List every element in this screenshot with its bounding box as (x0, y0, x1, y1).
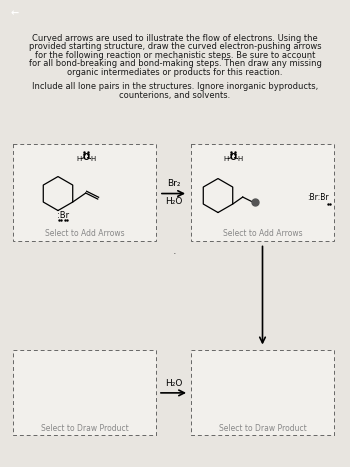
Text: ·: · (173, 249, 177, 260)
Text: organic intermediates or products for this reaction.: organic intermediates or products for th… (67, 68, 283, 77)
FancyBboxPatch shape (13, 350, 156, 435)
Text: O: O (83, 153, 90, 162)
Text: Select to Add Arrows: Select to Add Arrows (223, 229, 302, 238)
Text: provided starting structure, draw the curved electron-pushing arrows: provided starting structure, draw the cu… (29, 42, 321, 51)
Text: H₂O: H₂O (165, 379, 182, 389)
Text: Curved arrows are used to illustrate the flow of electrons. Using the: Curved arrows are used to illustrate the… (32, 34, 318, 42)
Text: H: H (76, 156, 82, 162)
Text: O: O (230, 153, 237, 162)
Text: counterions, and solvents.: counterions, and solvents. (119, 91, 231, 99)
FancyBboxPatch shape (191, 143, 334, 241)
Text: Select to Draw Product: Select to Draw Product (219, 424, 306, 433)
Text: ←: ← (10, 8, 19, 18)
Text: Select to Draw Product: Select to Draw Product (41, 424, 128, 433)
Text: H: H (237, 156, 243, 162)
Text: H: H (223, 156, 229, 162)
Text: H: H (90, 156, 96, 162)
Text: :Br: :Br (57, 211, 69, 220)
FancyBboxPatch shape (191, 350, 334, 435)
Text: for all bond-breaking and bond-making steps. Then draw any missing: for all bond-breaking and bond-making st… (29, 59, 321, 68)
Text: Br₂: Br₂ (167, 179, 180, 188)
Text: :Br:Br: :Br:Br (307, 193, 329, 202)
Text: Include all lone pairs in the structures. Ignore inorganic byproducts,: Include all lone pairs in the structures… (32, 82, 318, 91)
Text: Select to Add Arrows: Select to Add Arrows (45, 229, 124, 238)
FancyBboxPatch shape (13, 143, 156, 241)
Text: H₂O: H₂O (165, 197, 182, 206)
Text: for the following reaction or mechanistic steps. Be sure to account: for the following reaction or mechanisti… (35, 50, 315, 60)
